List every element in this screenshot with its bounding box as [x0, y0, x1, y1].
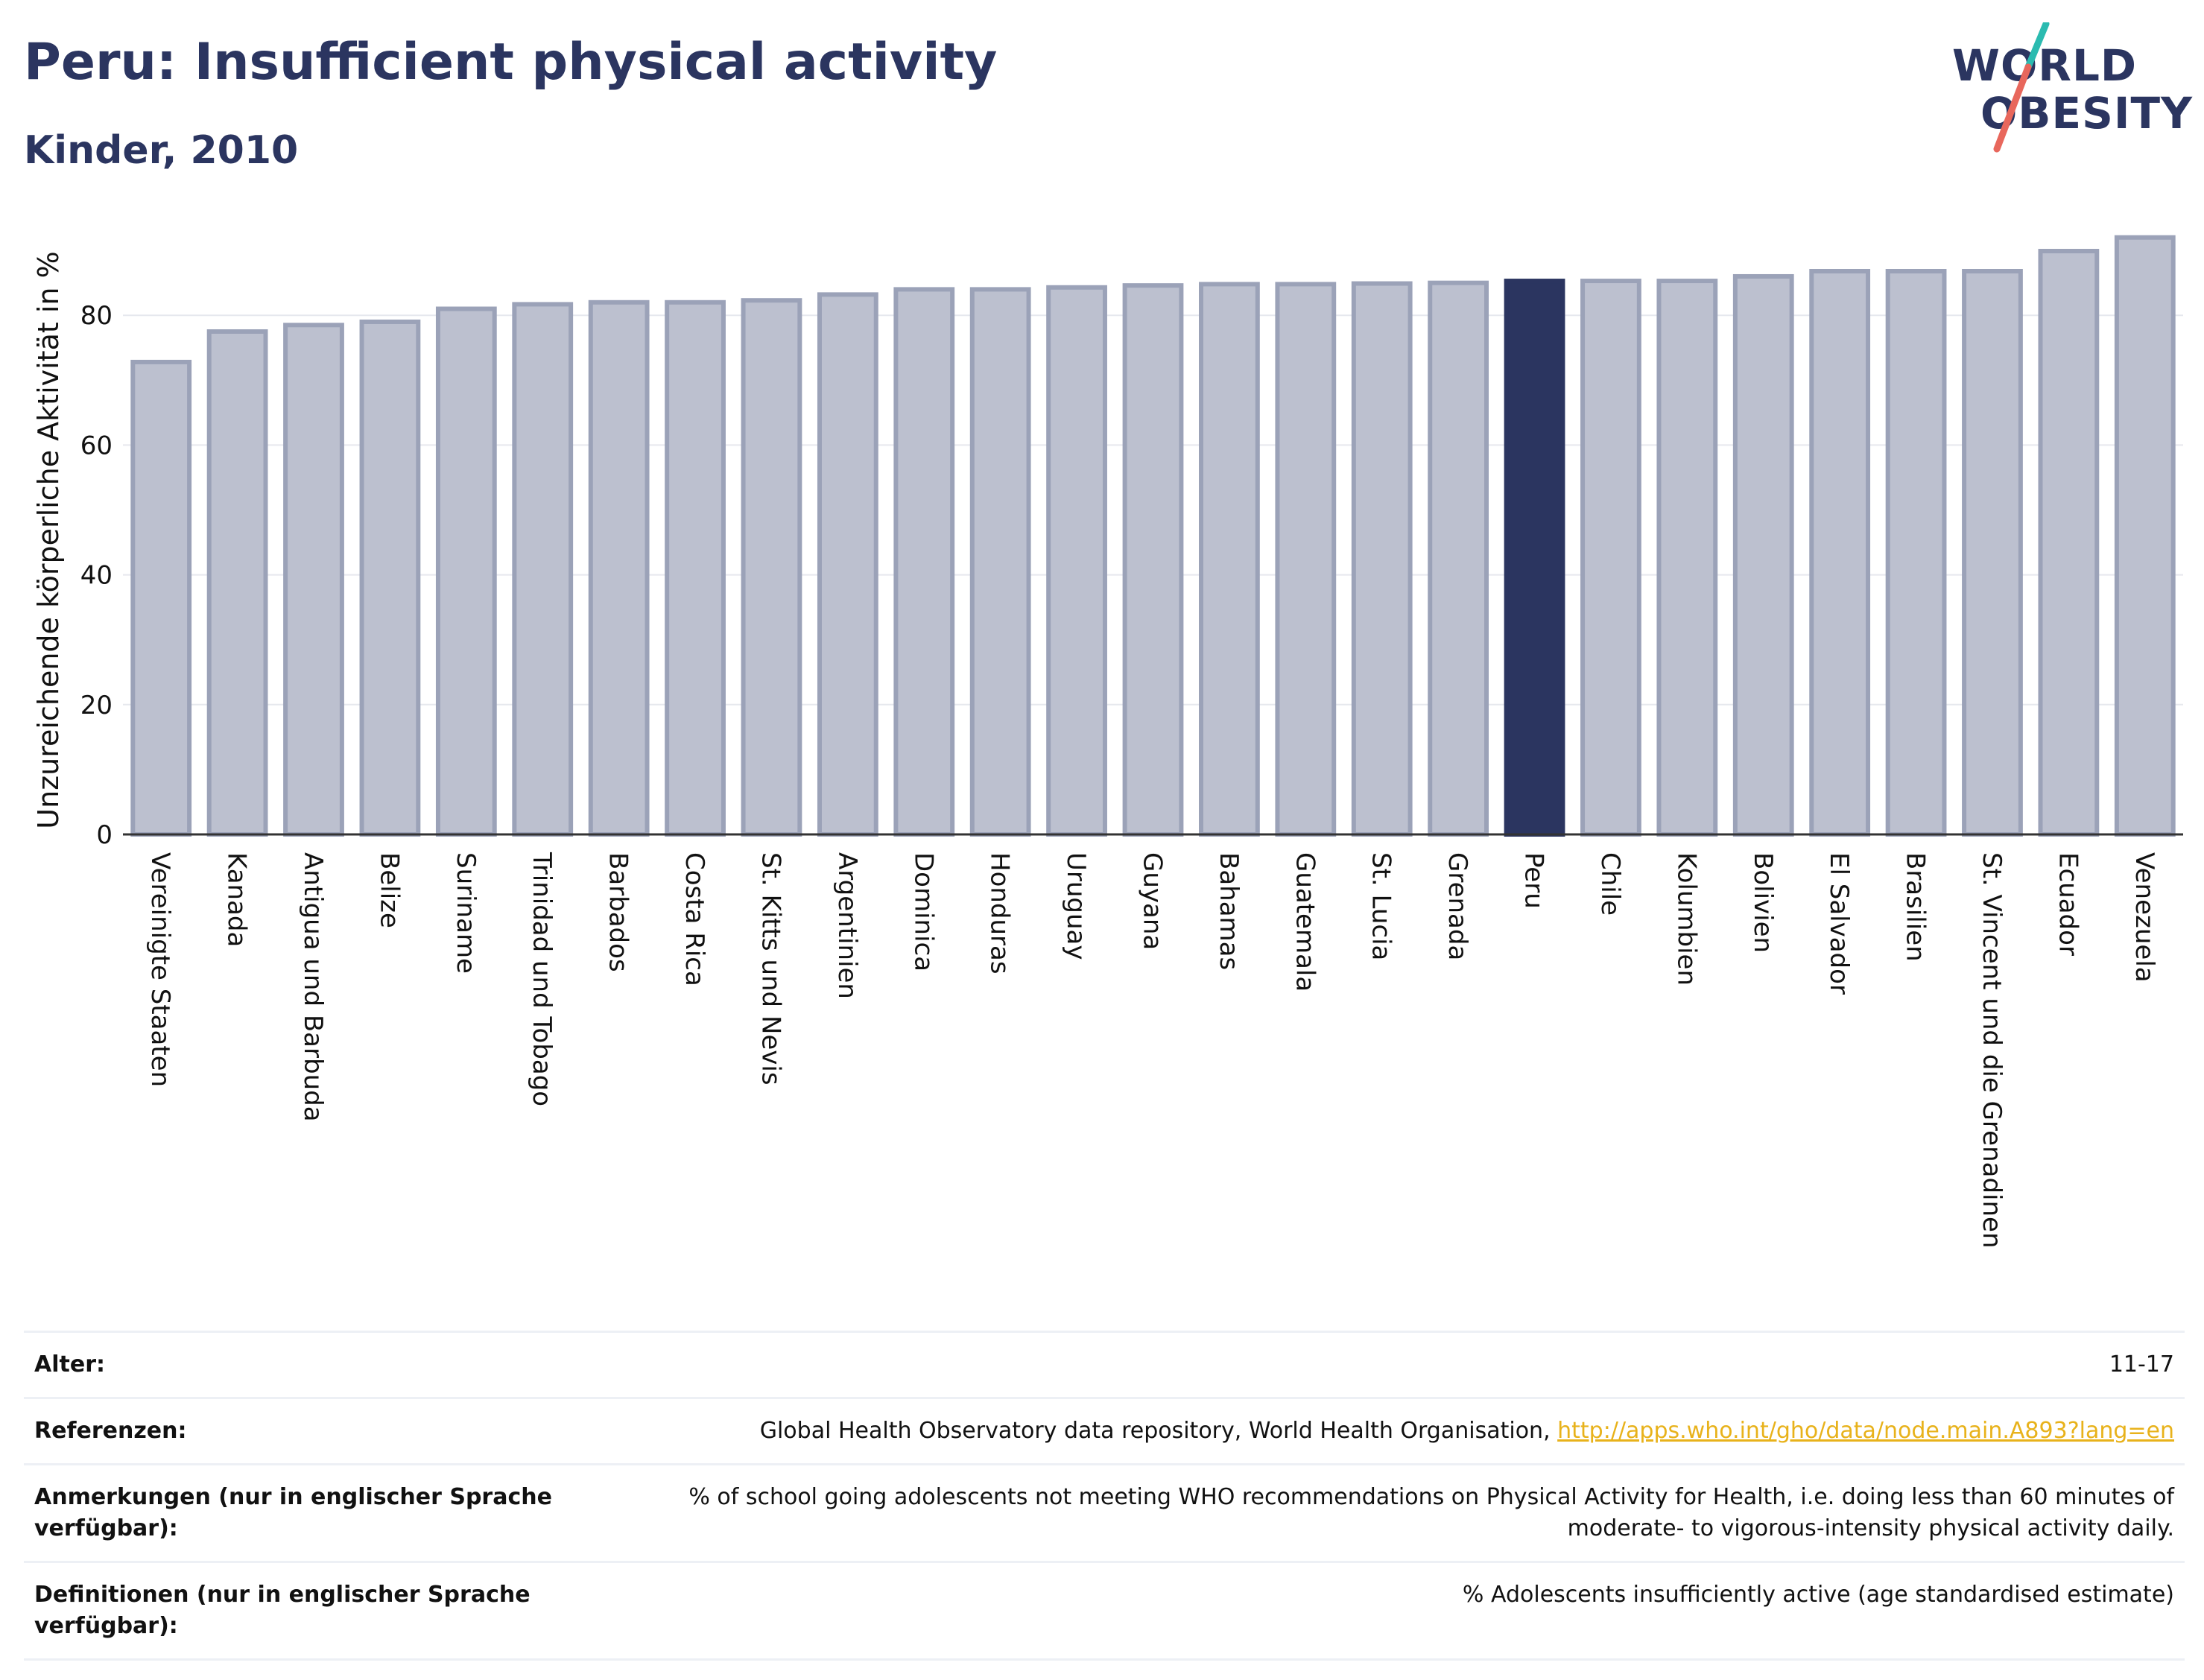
metadata-value-text: Global Health Observatory data repositor…: [759, 1418, 1558, 1444]
bar-chile: [1580, 279, 1641, 837]
bar-suriname: [435, 306, 497, 837]
x-tick-label: Guatemala: [1290, 852, 1320, 992]
bar-bahamas: [1199, 282, 1260, 837]
metadata-key: Alter:: [34, 1351, 105, 1378]
y-tick-label: 0: [96, 820, 113, 850]
x-tick-label: Peru: [1519, 852, 1549, 909]
metadata-key: Anmerkungen (nur in englischer Sprache v…: [34, 1484, 552, 1541]
bar-guyana: [1122, 283, 1184, 837]
chart-title: Peru: Insufficient physical activity: [24, 33, 998, 92]
x-tick-label: St. Kitts und Nevis: [756, 852, 785, 1085]
metadata-value: % Adolescents insufficiently active (age…: [566, 1562, 2185, 1660]
bar-st-vincent-und-die-grenadinen: [1962, 269, 2023, 837]
bars: [130, 235, 2176, 837]
x-tick-label: Belize: [374, 852, 404, 928]
bar-guatemala: [1275, 282, 1337, 837]
metadata-row: Definitionen (nur in englischer Sprache …: [24, 1562, 2185, 1660]
bar-grenada: [1428, 280, 1489, 837]
x-tick-label: Vereinigte Staaten: [145, 852, 175, 1087]
x-tick-label: St. Vincent und die Grenadinen: [1977, 852, 2007, 1249]
metadata-row: Referenzen: Global Health Observatory dat…: [24, 1398, 2185, 1465]
x-tick-label: Argentinien: [832, 852, 862, 999]
bar-argentinien: [817, 292, 878, 837]
bar-brasilien: [1885, 269, 1947, 837]
y-tick-label: 40: [80, 561, 113, 591]
reference-link[interactable]: http://apps.who.int/gho/data/node.main.A…: [1557, 1418, 2174, 1444]
bar-kanada: [206, 329, 268, 837]
metadata-value-text: 11-17: [2109, 1351, 2174, 1378]
x-tick-label: Kolumbien: [1671, 852, 1701, 986]
x-axis-ticks: Vereinigte Staaten Kanada Antigua und Barb…: [145, 852, 2159, 1249]
x-tick-label: Trinidad und Tobago: [527, 852, 557, 1106]
x-tick-label: Uruguay: [1061, 852, 1091, 960]
bar-el-salvador: [1809, 269, 1871, 837]
y-tick-label: 20: [80, 691, 113, 720]
y-tick-label: 60: [80, 431, 113, 460]
metadata-value-text: % of school going adolescents not meetin…: [688, 1484, 2174, 1541]
bar-belize: [359, 319, 421, 837]
metadata-row: Alter: 11-17: [24, 1331, 2185, 1398]
world-obesity-logo: WORLD OBESITY: [1945, 22, 2192, 156]
x-tick-label: Bolivien: [1748, 852, 1778, 953]
bar-barbados: [588, 299, 650, 837]
bar-venezuela: [2114, 235, 2176, 837]
x-tick-label: Ecuador: [2053, 852, 2083, 956]
x-tick-label: Costa Rica: [680, 852, 709, 986]
bar-uruguay: [1046, 285, 1107, 837]
bar-kolumbien: [1656, 279, 1718, 837]
bar-dominica: [893, 287, 955, 837]
x-tick-label: Grenada: [1443, 852, 1472, 960]
bar-peru: [1504, 279, 1565, 837]
x-tick-label: Honduras: [985, 852, 1015, 974]
metadata-value: % of school going adolescents not meetin…: [566, 1465, 2185, 1562]
x-tick-label: Chile: [1595, 852, 1625, 916]
bar-chart: 0 20 40 60 80 Vereinigte Staaten Kanada Antigu…: [32, 235, 2183, 1249]
x-tick-label: Suriname: [451, 852, 481, 974]
metadata-key: Definitionen (nur in englischer Sprache …: [34, 1582, 531, 1639]
metadata-table: Alter: 11-17 Referenzen: Global Health Obse…: [24, 1331, 2185, 1661]
x-tick-label: Guyana: [1138, 852, 1168, 950]
metadata-key: Referenzen:: [34, 1418, 187, 1444]
bar-trinidad-und-tobago: [512, 302, 574, 837]
bar-vereinigte-staaten: [130, 359, 192, 837]
bar-bolivien: [1732, 273, 1794, 837]
y-tick-label: 80: [80, 301, 113, 331]
x-tick-label: El Salvador: [1824, 852, 1854, 995]
logo-line-1: WORLD: [1952, 40, 2138, 91]
metadata-value-text: % Adolescents insufficiently active (age…: [1462, 1582, 2174, 1608]
metadata-value: Global Health Observatory data repositor…: [566, 1398, 2185, 1465]
x-tick-label: Antigua und Barbuda: [298, 852, 328, 1122]
x-tick-label: St. Lucia: [1367, 852, 1396, 960]
chart-subtitle: Kinder, 2010: [24, 128, 299, 173]
metadata-value: 11-17: [566, 1332, 2185, 1398]
bar-ecuador: [2038, 249, 2100, 837]
y-axis-label: Unzureichende körperliche Aktivität in %: [32, 251, 65, 828]
bar-st-lucia: [1351, 281, 1413, 837]
x-tick-label: Brasilien: [1901, 852, 1931, 962]
bar-costa-rica: [665, 299, 726, 837]
bar-honduras: [969, 287, 1031, 837]
metadata-row: Anmerkungen (nur in englischer Sprache v…: [24, 1464, 2185, 1562]
bar-antigua-und-barbuda: [283, 323, 344, 837]
x-tick-label: Barbados: [604, 852, 633, 972]
bar-st-kitts-und-nevis: [741, 298, 802, 837]
x-tick-label: Venezuela: [2129, 852, 2159, 983]
y-axis-ticks: 0 20 40 60 80: [80, 301, 113, 850]
x-tick-label: Dominica: [908, 852, 938, 971]
x-tick-label: Kanada: [222, 852, 252, 947]
x-tick-label: Bahamas: [1214, 852, 1244, 970]
logo-slash-icon: [1993, 22, 2050, 153]
